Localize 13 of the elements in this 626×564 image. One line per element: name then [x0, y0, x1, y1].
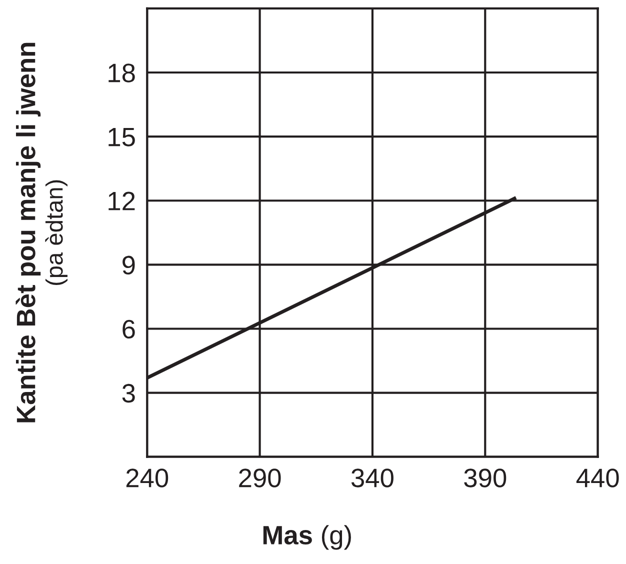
- y-tick-label: 6: [122, 320, 135, 339]
- y-tick-label: 9: [122, 256, 135, 274]
- x-tick-label: 290: [239, 468, 281, 488]
- y-axis-title: Kantite Bèt pou manje li jwenn (pa èdtan): [16, 42, 68, 422]
- y-tick-label: 12: [108, 192, 135, 210]
- x-tick-label: 340: [351, 468, 394, 488]
- x-tick-label: 440: [576, 468, 619, 488]
- x-tick-label: 390: [464, 468, 506, 488]
- y-tick-label: 18: [108, 64, 135, 82]
- x-tick-label: 240: [126, 468, 168, 488]
- x-axis-title: Mas (g): [263, 525, 351, 550]
- y-tick-label: 3: [122, 384, 135, 403]
- y-tick-label: 15: [108, 128, 135, 146]
